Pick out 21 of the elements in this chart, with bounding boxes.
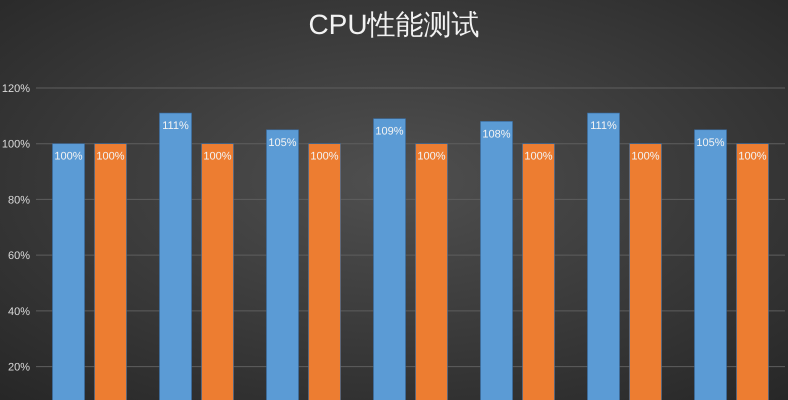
data-label: 105%: [268, 136, 297, 149]
y-tick-label: 120%: [2, 83, 30, 95]
y-tick-label: 80%: [8, 194, 30, 206]
data-label: 108%: [482, 128, 511, 140]
y-tick-label: 20%: [8, 362, 30, 374]
y-tick-label: 100%: [2, 138, 30, 151]
y-tick-label: 60%: [8, 250, 30, 262]
data-label: 111%: [590, 120, 617, 132]
data-label: 111%: [162, 120, 189, 132]
data-label: 100%: [54, 150, 83, 163]
data-label: 100%: [203, 150, 232, 163]
y-tick-label: 40%: [8, 306, 30, 318]
chart-title: CPU性能测试: [308, 9, 480, 40]
data-label: 100%: [524, 150, 553, 163]
data-label: 100%: [96, 150, 125, 163]
data-label: 105%: [696, 136, 725, 149]
data-label: 100%: [738, 150, 767, 163]
data-label: 100%: [417, 150, 446, 163]
data-label: 100%: [310, 150, 339, 163]
data-label: 100%: [631, 150, 660, 163]
data-label: 109%: [375, 126, 404, 138]
